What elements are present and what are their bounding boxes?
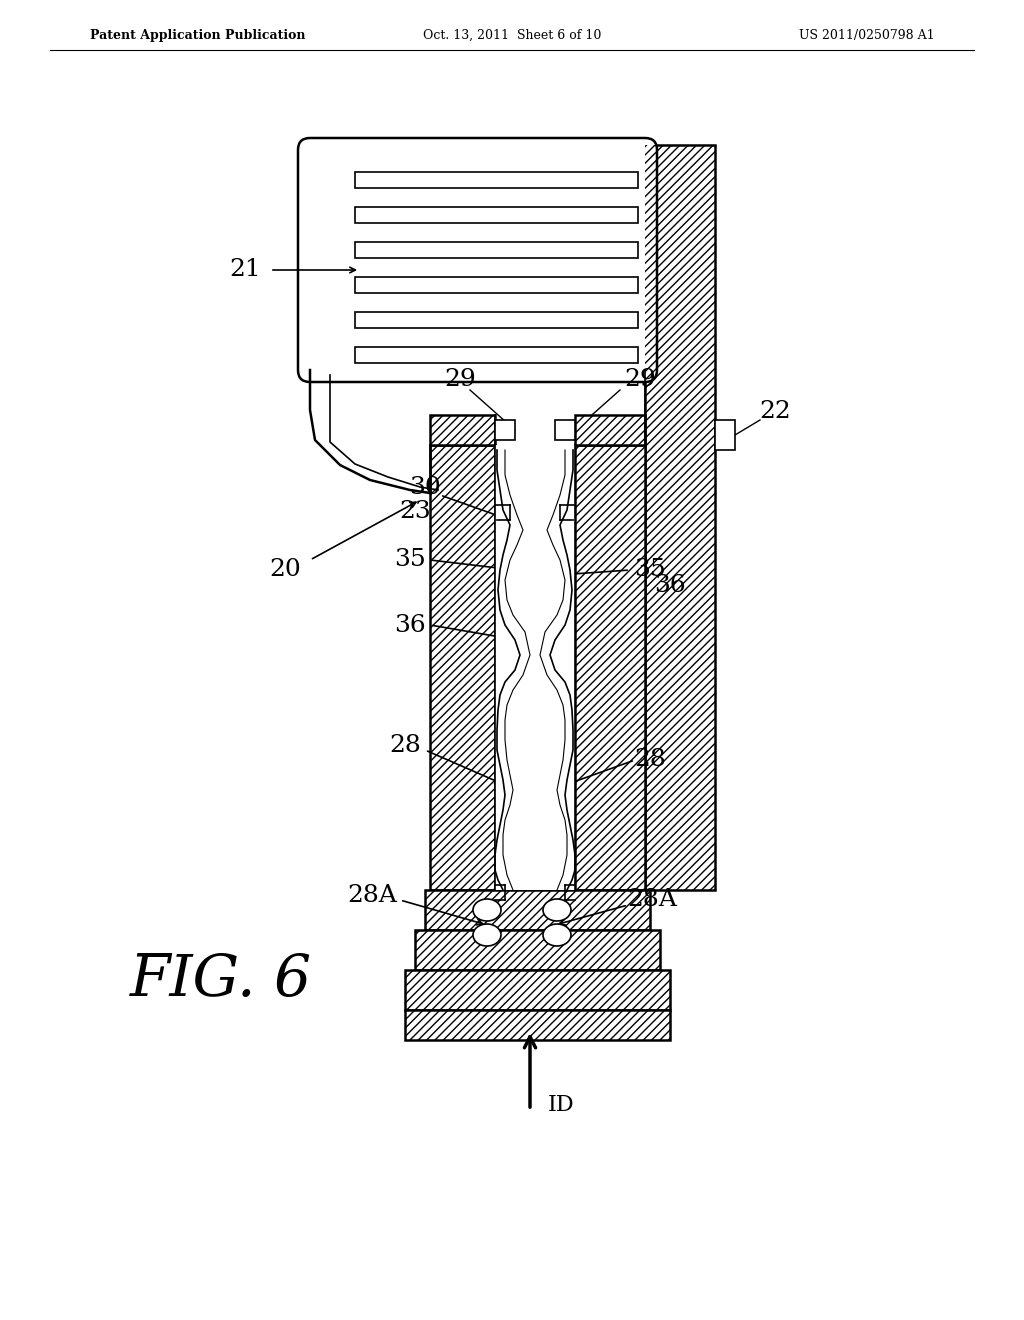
Ellipse shape xyxy=(473,924,501,946)
Bar xyxy=(715,420,735,450)
Bar xyxy=(575,445,645,890)
Text: 29: 29 xyxy=(444,368,476,392)
Bar xyxy=(355,347,638,363)
Bar xyxy=(430,445,495,890)
Text: Oct. 13, 2011  Sheet 6 of 10: Oct. 13, 2011 Sheet 6 of 10 xyxy=(423,29,601,41)
Bar xyxy=(355,242,638,257)
Bar xyxy=(406,1010,670,1040)
Text: FIG. 6: FIG. 6 xyxy=(130,952,312,1008)
Bar xyxy=(645,145,715,890)
Text: 28A: 28A xyxy=(347,883,397,907)
Text: 20: 20 xyxy=(269,558,301,582)
Text: 23: 23 xyxy=(399,500,431,524)
Text: 28A: 28A xyxy=(627,888,677,912)
Bar xyxy=(406,1010,670,1040)
FancyBboxPatch shape xyxy=(298,139,657,381)
Bar xyxy=(495,420,515,440)
Text: 28: 28 xyxy=(634,748,666,771)
Ellipse shape xyxy=(543,924,571,946)
Bar xyxy=(425,890,650,931)
Text: 36: 36 xyxy=(654,573,686,597)
Bar xyxy=(430,414,495,445)
Text: 29: 29 xyxy=(624,368,656,392)
Text: 35: 35 xyxy=(394,549,426,572)
Text: US 2011/0250798 A1: US 2011/0250798 A1 xyxy=(800,29,935,41)
Bar xyxy=(425,890,650,931)
Ellipse shape xyxy=(543,899,571,921)
Bar xyxy=(415,931,660,970)
Ellipse shape xyxy=(473,899,501,921)
Text: 28: 28 xyxy=(389,734,421,756)
Bar xyxy=(555,420,575,440)
Bar xyxy=(430,414,495,445)
Bar xyxy=(406,970,670,1010)
Bar xyxy=(575,414,645,445)
Bar xyxy=(355,207,638,223)
Bar xyxy=(645,145,715,890)
Text: 21: 21 xyxy=(229,259,261,281)
Bar xyxy=(355,277,638,293)
Bar xyxy=(575,445,645,890)
Bar xyxy=(495,445,575,890)
Bar xyxy=(575,414,645,445)
Bar xyxy=(406,970,670,1010)
Text: 22: 22 xyxy=(759,400,791,424)
Text: 36: 36 xyxy=(394,614,426,636)
Text: Patent Application Publication: Patent Application Publication xyxy=(90,29,305,41)
Text: 30: 30 xyxy=(410,477,441,499)
Bar xyxy=(430,445,495,890)
Bar xyxy=(355,172,638,187)
Bar xyxy=(415,931,660,970)
Text: ID: ID xyxy=(548,1094,574,1115)
Bar xyxy=(355,312,638,327)
Text: 35: 35 xyxy=(634,558,666,582)
